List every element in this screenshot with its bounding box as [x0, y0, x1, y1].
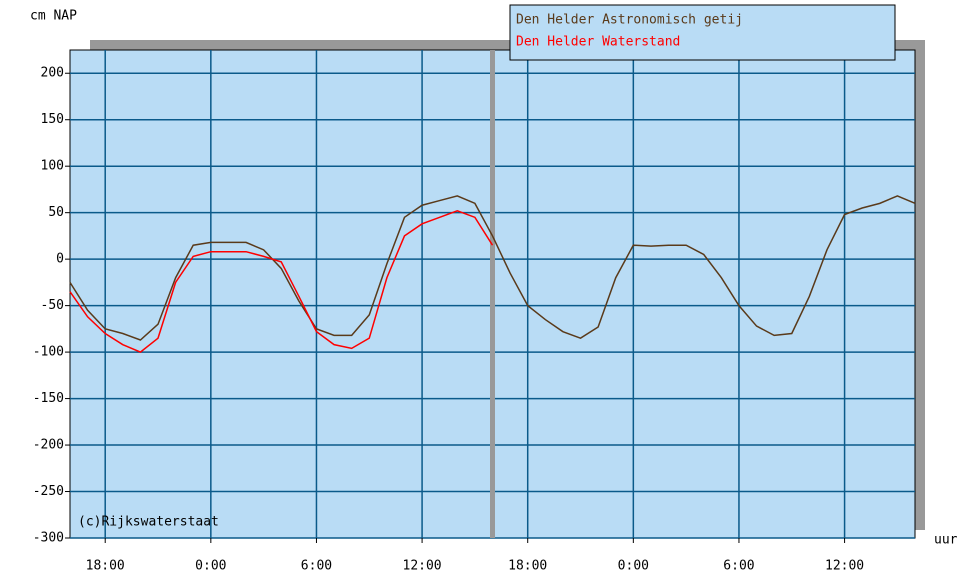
copyright: (c)Rijkswaterstaat — [78, 515, 219, 530]
x-axis-label: uur — [934, 533, 958, 548]
y-tick-label: 200 — [41, 66, 64, 81]
y-tick-label: 150 — [41, 112, 64, 127]
y-tick-label: 0 — [56, 252, 64, 267]
y-tick-label: -300 — [33, 531, 64, 546]
x-tick-label: 18:00 — [86, 559, 125, 574]
y-tick-label: 50 — [48, 205, 64, 220]
series-line — [69, 195, 916, 341]
x-tick-label: 6:00 — [723, 559, 754, 574]
x-tick-label: 0:00 — [618, 559, 649, 574]
y-tick-label: 100 — [41, 159, 64, 174]
y-tick-label: -50 — [41, 298, 64, 313]
legend-box — [509, 4, 896, 61]
y-tick-label: -100 — [33, 345, 64, 360]
x-tick-label: 12:00 — [403, 559, 442, 574]
series-line — [69, 210, 494, 353]
legend-entry: Den Helder Astronomisch getij — [516, 13, 743, 28]
x-tick-label: 12:00 — [825, 559, 864, 574]
x-tick-label: 0:00 — [195, 559, 226, 574]
y-tick-label: -150 — [33, 391, 64, 406]
x-tick-label: 6:00 — [301, 559, 332, 574]
y-tick-label: -250 — [33, 484, 64, 499]
y-tick-label: -200 — [33, 438, 64, 453]
y-axis-label: cm NAP — [30, 9, 77, 24]
legend-entry: Den Helder Waterstand — [516, 35, 680, 50]
x-tick-label: 18:00 — [508, 559, 547, 574]
